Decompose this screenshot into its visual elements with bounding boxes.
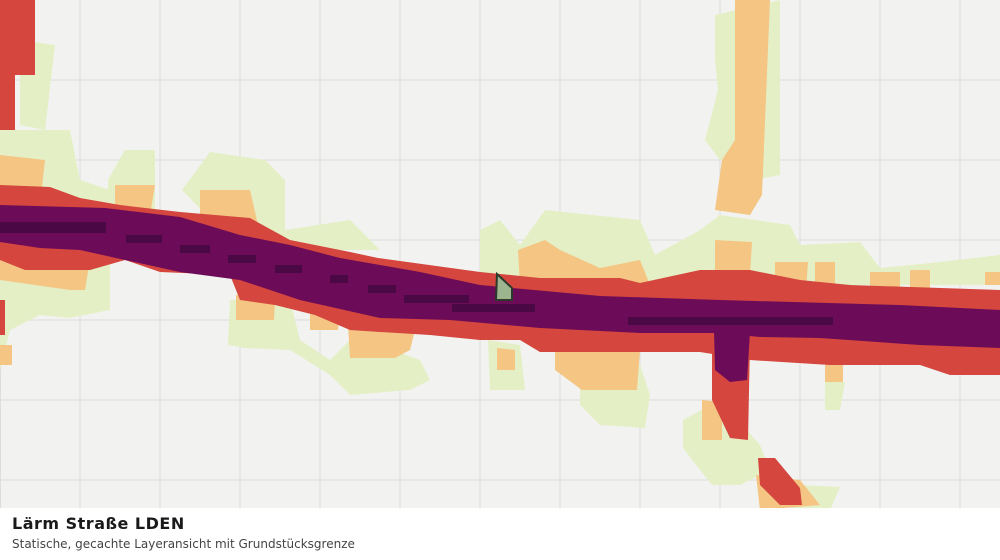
noise-core: [0, 222, 106, 233]
noise-area: [825, 362, 843, 382]
noise-core: [180, 245, 210, 253]
noise-core: [628, 317, 833, 325]
noise-core: [404, 295, 469, 303]
noise-zone-very-high: [0, 205, 1000, 382]
noise-area: [518, 240, 650, 285]
noise-area: [870, 272, 900, 290]
noise-area: [714, 330, 750, 382]
noise-core: [452, 304, 535, 312]
noise-core: [368, 285, 396, 293]
noise-core: [330, 275, 348, 283]
noise-area: [0, 300, 5, 335]
legend-panel: Lärm Straße LDEN Statische, gecachte Lay…: [0, 508, 1000, 560]
noise-area: [985, 272, 1000, 285]
noise-area: [715, 0, 770, 215]
noise-core: [275, 265, 302, 273]
noise-zone-mid: [0, 0, 1000, 510]
parcel-boundary[interactable]: [494, 271, 513, 301]
noise-area: [825, 380, 845, 410]
noise-area: [497, 348, 515, 370]
noise-core: [228, 255, 256, 263]
map-title: Lärm Straße LDEN: [12, 514, 185, 533]
noise-area: [555, 348, 640, 390]
noise-area: [0, 205, 1000, 348]
noise-area: [758, 458, 802, 505]
noise-area: [228, 300, 430, 395]
noise-area: [0, 0, 35, 130]
noise-area: [910, 270, 930, 290]
noise-zone-extreme: [0, 222, 833, 325]
noise-area: [715, 240, 752, 275]
noise-area: [348, 325, 415, 358]
map-subtitle: Statische, gecachte Layeransicht mit Gru…: [12, 537, 355, 551]
noise-core: [126, 235, 162, 243]
noise-area: [0, 345, 12, 365]
